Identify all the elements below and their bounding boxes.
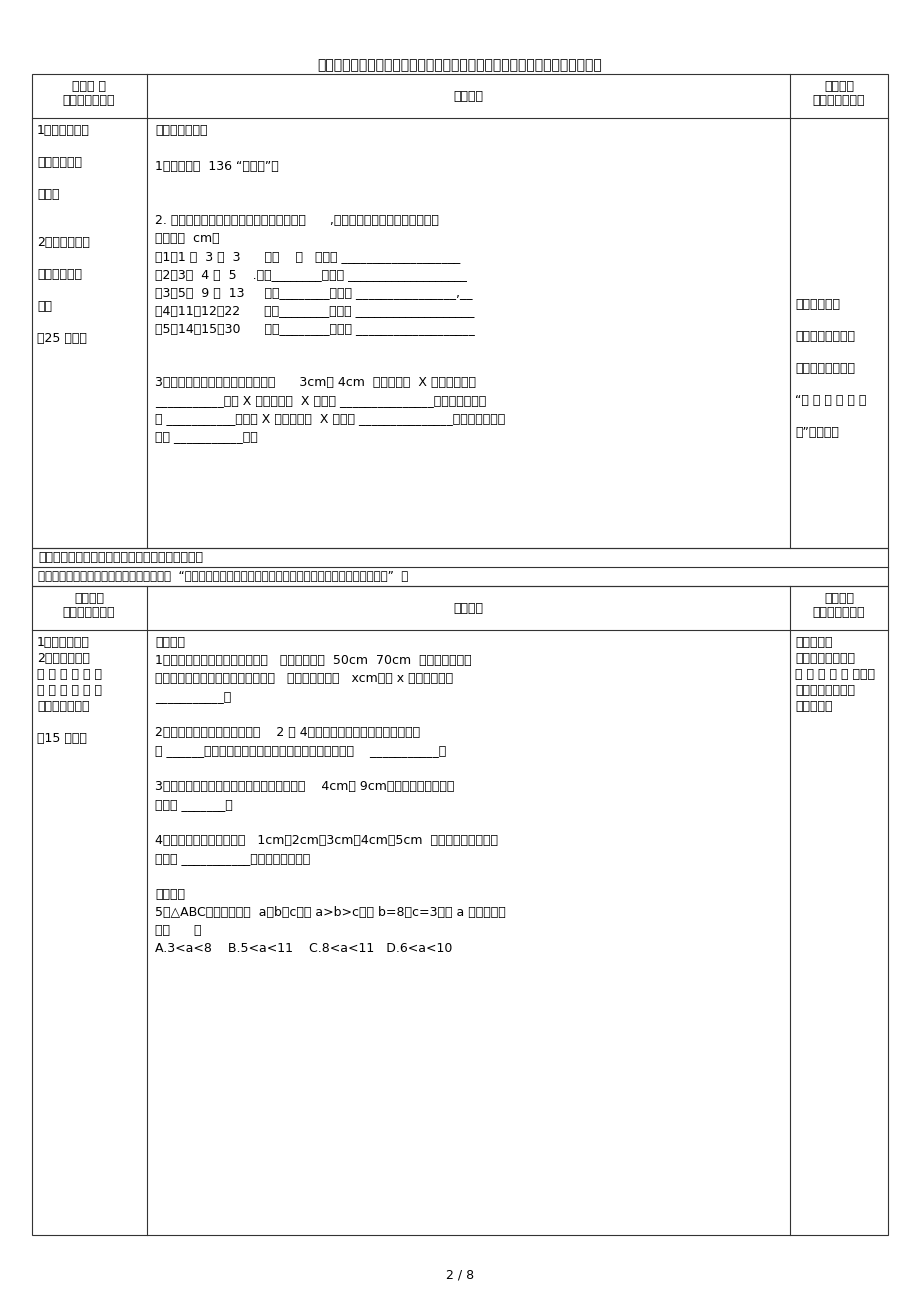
Text: 1、一个木工师傅现有两根木条，   它们长分别为  50cm  70cm  他要选择第三根: 1、一个木工师傅现有两根木条， 它们长分别为 50cm 70cm 他要选择第三根 — [154, 654, 471, 667]
Text: 精讲点拨: 精讲点拨 — [823, 592, 853, 605]
Text: （2）3，  4 ，  5    .解：________；因为 ___________________: （2）3， 4 ， 5 .解：________；因为 _____________… — [154, 268, 466, 281]
Text: 和 大 于 第 三 边，三: 和 大 于 第 三 边，三 — [794, 668, 874, 681]
Text: 选择题：: 选择题： — [154, 889, 185, 900]
Text: 为 ______，如果第三边长为偶数，则次三角形的周长为    ___________。: 为 ______，如果第三边长为偶数，则次三角形的周长为 ___________… — [154, 744, 446, 757]
Text: （25 分钟）: （25 分钟） — [37, 332, 86, 345]
Text: （15 分钟）: （15 分钟） — [37, 732, 86, 745]
Text: （3）5，  9 ，  13     解：________；因为 ________________,__: （3）5， 9 ， 13 解：________；因为 _____________… — [154, 285, 472, 298]
Text: 2、如果三角形的两边长分别是    2 和 4，且第三边是奇数，那么第三边长: 2、如果三角形的两边长分别是 2 和 4，且第三边是奇数，那么第三边长 — [154, 726, 420, 739]
Text: 查并完成合作: 查并完成合作 — [37, 156, 82, 169]
Text: 2. 下列每组数分别是三根小木棒的长度，用      ,它们能摆成三角形吗？为什么？: 2. 下列每组数分别是三根小木棒的长度，用 ,它们能摆成三角形吗？为什么？ — [154, 214, 438, 227]
Text: 三角形第三边的取: 三角形第三边的取 — [794, 330, 854, 343]
Text: 系”来判断。: 系”来判断。 — [794, 426, 838, 439]
Text: 《合作探究一》: 《合作探究一》 — [154, 124, 208, 137]
Text: 4、已知五条线段长分别为   1cm、2cm、3cm、4cm、5cm  以其中三条为边长可: 4、已知五条线段长分别为 1cm、2cm、3cm、4cm、5cm 以其中三条为边… — [154, 834, 497, 847]
Text: 训练内容: 训练内容 — [452, 602, 482, 615]
Text: 《思维点拨》: 《思维点拨》 — [794, 298, 839, 311]
Text: 又有 ___________个。: 又有 ___________个。 — [154, 430, 257, 443]
Text: 5、△ABC中，三边长为  a、b、c，且 a>b>c，若 b=8，c=3，则 a 的取値范围: 5、△ABC中，三边长为 a、b、c，且 a>b>c，若 b=8，c=3，则 a… — [154, 906, 505, 919]
Text: 1、独自完成。: 1、独自完成。 — [37, 636, 90, 649]
Text: 周长为 _______。: 周长为 _______。 — [154, 797, 233, 810]
Text: 精讲点拨: 精讲点拨 — [823, 79, 853, 93]
Text: 研讨内容: 研讨内容 — [452, 90, 482, 103]
Text: 组内出现的问: 组内出现的问 — [37, 268, 82, 281]
Text: 填空题：: 填空题： — [154, 636, 185, 649]
Text: 小于第三边: 小于第三边 — [794, 700, 832, 713]
Text: 代 表 上 大 黑 板: 代 表 上 大 黑 板 — [37, 668, 102, 681]
Text: ___________。若 X 是奇数，则  X 的値是 _______________。这样的三角形: ___________。若 X 是奇数，则 X 的値是 ____________… — [154, 394, 486, 407]
Text: “三 角 形 三 边 关: “三 角 形 三 边 关 — [794, 394, 866, 407]
Text: 是（      ）: 是（ ） — [154, 924, 201, 937]
Text: 2、各组派一名: 2、各组派一名 — [37, 652, 90, 665]
Text: 以构成 ___________个不同的三角形。: 以构成 ___________个不同的三角形。 — [154, 852, 310, 865]
Text: 学习目标与要求：能运用三角形三边关系：  “三角形任意两边之和大于第三边；三角形任意两边之差小于第三边”  。: 学习目标与要求：能运用三角形三边关系： “三角形任意两边之和大于第三边；三角形任… — [38, 569, 408, 582]
Text: （5）14，15，30      解：________；因为 ___________________: （5）14，15，30 解：________；因为 ______________… — [154, 322, 474, 335]
Text: 2 / 8: 2 / 8 — [446, 1268, 473, 1281]
Text: 广东省河源市中英文实验学校七年级数学《第五章三角形》讲学稿（无答案）: 广东省河源市中英文实验学校七年级数学《第五章三角形》讲学稿（无答案） — [317, 59, 602, 72]
Text: 或 用 小 黑 板 展: 或 用 小 黑 板 展 — [37, 684, 102, 697]
Text: （含时间安排）: （含时间安排） — [62, 606, 115, 619]
Bar — [32, 74, 887, 549]
Text: 有 ___________个；若 X 是偶数，则  X 的値是 _______________。这样的三角形: 有 ___________个；若 X 是偶数，则 X 的値是 _________… — [154, 412, 505, 425]
Text: 3、如果一个等腰三角形的两已知边长分别为    4cm和 9cm，则此等腰三角形的: 3、如果一个等腰三角形的两已知边长分别为 4cm和 9cm，则此等腰三角形的 — [154, 780, 454, 794]
Text: （整理归纳等）: （整理归纳等） — [811, 94, 864, 107]
Text: （1）1 ，  3 ，  3      解：    能   ；因为 ___________________: （1）1 ， 3 ， 3 解： 能 ；因为 __________________… — [154, 250, 459, 263]
Text: 1、组内互助互: 1、组内互助互 — [37, 124, 90, 137]
Text: 角形任意两边之差: 角形任意两边之差 — [794, 684, 854, 697]
Text: 学法指导: 学法指导 — [74, 592, 104, 605]
Text: 模块三：练习训练（独立完成与合作交流相结合）: 模块三：练习训练（独立完成与合作交流相结合） — [38, 551, 203, 564]
Text: 学法指 导: 学法指 导 — [72, 79, 106, 93]
Text: 木条，将它们钉成一个三角形木架，   设第三根木条为   xcm，则 x 的取値范围是: 木条，将它们钉成一个三角形木架， 设第三根木条为 xcm，则 x 的取値范围是 — [154, 672, 453, 685]
Text: 示成果。试试看: 示成果。试试看 — [37, 700, 89, 713]
Bar — [32, 549, 887, 586]
Bar — [32, 586, 887, 1235]
Text: 2、讨论并解决: 2、讨论并解决 — [37, 236, 90, 249]
Text: ___________。: ___________。 — [154, 691, 231, 704]
Text: （含时间安排）: （含时间安排） — [62, 94, 115, 107]
Text: A.3<a<8    B.5<a<11    C.8<a<11   D.6<a<10: A.3<a<8 B.5<a<11 C.8<a<11 D.6<a<10 — [154, 942, 452, 955]
Text: 探究。: 探究。 — [37, 188, 60, 201]
Text: （单位：  cm）: （单位： cm） — [154, 232, 220, 245]
Text: 3．已知一个三角形的两边长分别是      3cm和 4cm  则第三边长  X 的取値范围是: 3．已知一个三角形的两边长分别是 3cm和 4cm 则第三边长 X 的取値范围是 — [154, 377, 475, 390]
Text: （4）11，12，22      解：________；因为 ___________________: （4）11，12，22 解：________；因为 ______________… — [154, 304, 474, 317]
Text: （整理归纳等）: （整理归纳等） — [811, 606, 864, 619]
Text: 题。: 题。 — [37, 300, 52, 313]
Text: 値范围同样是根据: 値范围同样是根据 — [794, 362, 854, 375]
Text: 解题依据：: 解题依据： — [794, 636, 832, 649]
Text: 三角形任意两边之: 三角形任意两边之 — [794, 652, 854, 665]
Text: 1．讨论完成  136 “议一议”。: 1．讨论完成 136 “议一议”。 — [154, 160, 278, 173]
